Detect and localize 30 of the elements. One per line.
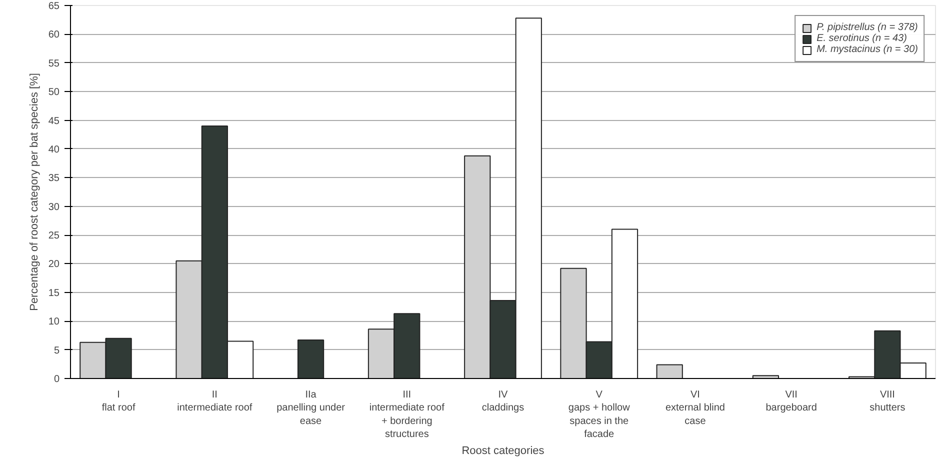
x-tick-label: V gaps + hollow spaces in the facade bbox=[568, 390, 631, 440]
y-tick-label: 30 bbox=[48, 202, 60, 213]
y-tick-label: 35 bbox=[48, 173, 60, 184]
bar bbox=[656, 364, 683, 378]
y-tick-label: 10 bbox=[48, 316, 60, 328]
x-tick-label: VI external blind case bbox=[665, 390, 725, 427]
x-axis-title: Roost categories bbox=[462, 445, 545, 458]
x-tick-label: I flat roof bbox=[102, 390, 136, 414]
y-tick-label: 40 bbox=[48, 144, 60, 156]
y-tick-label: 0 bbox=[54, 374, 60, 385]
legend-label: E. serotinus (n = 43) bbox=[816, 33, 907, 44]
x-tick-label: VIII shutters bbox=[870, 390, 906, 414]
legend-label: M. mystacinus (n = 30) bbox=[816, 44, 918, 55]
y-tick-label: 15 bbox=[48, 288, 60, 299]
y-tick-label: 45 bbox=[48, 116, 60, 127]
y-tick-label: 5 bbox=[54, 345, 60, 356]
y-tick-label: 25 bbox=[48, 230, 60, 242]
y-tick-label: 65 bbox=[48, 1, 60, 12]
y-tick-label: 20 bbox=[48, 259, 60, 270]
x-tick-label: VII bargeboard bbox=[766, 390, 817, 414]
x-tick-label: II intermediate roof bbox=[177, 390, 252, 414]
x-tick-label: III intermediate roof + bordering structures bbox=[369, 390, 445, 440]
y-axis-title: Percentage of roost category per bat species [%] bbox=[28, 73, 40, 311]
y-tick-label: 55 bbox=[48, 58, 60, 70]
bar bbox=[297, 340, 324, 378]
x-tick-label: IIa panelling under ease bbox=[276, 390, 346, 427]
legend-label: P. pipistrellus (n = 378) bbox=[816, 22, 918, 33]
y-tick-label: 50 bbox=[48, 87, 60, 98]
x-tick-label: IV claddings bbox=[482, 390, 524, 414]
y-tick-label: 60 bbox=[48, 30, 60, 41]
